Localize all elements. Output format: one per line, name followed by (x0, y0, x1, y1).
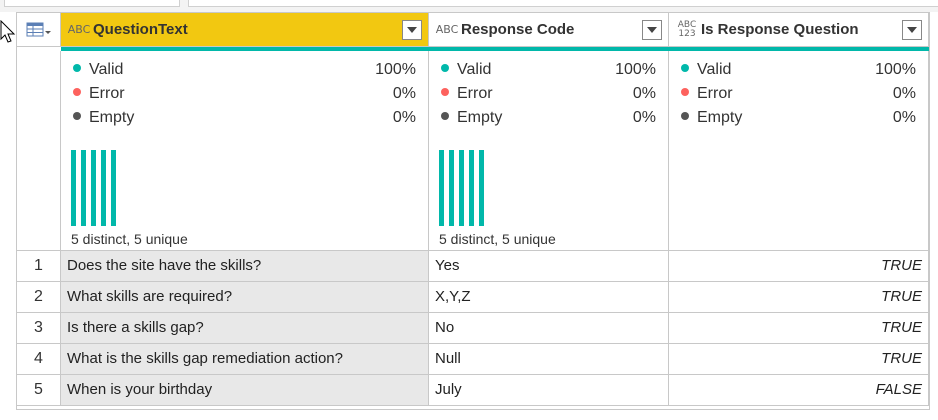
distinct-count: 5 distinct, 5 unique (71, 231, 188, 247)
table-row[interactable]: 4 What is the skills gap remediation act… (17, 344, 929, 375)
empty-dot-icon (681, 112, 689, 120)
valid-stat: Valid 100% (441, 61, 656, 83)
is-response-question-cell[interactable]: TRUE (669, 282, 929, 313)
chevron-down-icon (407, 26, 417, 33)
profile-row-header (17, 51, 61, 251)
mouse-cursor-icon (0, 20, 16, 43)
distribution-bar (469, 150, 474, 226)
response-code-cell[interactable]: July (429, 375, 669, 406)
row-number[interactable]: 3 (17, 313, 61, 344)
top-toolbar-strip (0, 0, 938, 12)
chevron-down-icon (647, 26, 657, 33)
response-code-cell[interactable]: Yes (429, 251, 669, 282)
table-row[interactable]: 3 Is there a skills gap? No TRUE (17, 313, 929, 344)
distribution-bar (479, 150, 484, 226)
is-response-question-cell[interactable]: TRUE (669, 313, 929, 344)
distribution-bar (449, 150, 454, 226)
distribution-bar (111, 150, 116, 226)
questiontext-cell[interactable]: What skills are required? (61, 282, 429, 313)
response-code-cell[interactable]: Null (429, 344, 669, 375)
empty-stat: Empty 0% (681, 109, 916, 131)
column-title: Response Code (461, 21, 575, 38)
questiontext-cell[interactable]: What is the skills gap remediation actio… (61, 344, 429, 375)
empty-stat: Empty 0% (441, 109, 656, 131)
column-filter-dropdown[interactable] (642, 19, 662, 40)
text-type-icon[interactable]: ABC (67, 23, 91, 36)
error-dot-icon (73, 88, 81, 96)
distribution-bar (101, 150, 106, 226)
error-stat: Error 0% (73, 85, 416, 107)
table-icon (26, 22, 51, 36)
table-row[interactable]: 2 What skills are required? X,Y,Z TRUE (17, 282, 929, 313)
is-response-question-cell[interactable]: TRUE (669, 251, 929, 282)
empty-stat: Empty 0% (73, 109, 416, 131)
valid-dot-icon (441, 64, 449, 72)
questiontext-cell[interactable]: Is there a skills gap? (61, 313, 429, 344)
error-dot-icon (441, 88, 449, 96)
column-header-questiontext[interactable]: ABC QuestionText (61, 13, 429, 47)
error-dot-icon (681, 88, 689, 96)
error-stat: Error 0% (441, 85, 656, 107)
valid-stat: Valid 100% (681, 61, 916, 83)
column-header-is-response-question[interactable]: ABC 123 Is Response Question (669, 13, 929, 47)
formula-bar[interactable] (188, 0, 938, 7)
response-code-cell[interactable]: No (429, 313, 669, 344)
is-response-question-cell[interactable]: TRUE (669, 344, 929, 375)
table-row[interactable]: 5 When is your birthday July FALSE (17, 375, 929, 406)
column-filter-dropdown[interactable] (402, 19, 422, 40)
column-quality-bar (61, 47, 929, 51)
any-type-icon[interactable]: ABC 123 (677, 19, 697, 39)
text-type-icon[interactable]: ABC (435, 23, 459, 36)
response-code-cell[interactable]: X,Y,Z (429, 282, 669, 313)
value-distribution-chart[interactable] (439, 150, 484, 226)
column-title: QuestionText (93, 21, 188, 38)
empty-dot-icon (441, 112, 449, 120)
valid-stat: Valid 100% (73, 61, 416, 83)
distribution-bar (439, 150, 444, 226)
distribution-bar (91, 150, 96, 226)
row-number[interactable]: 4 (17, 344, 61, 375)
table-menu-button[interactable] (17, 13, 61, 47)
empty-dot-icon (73, 112, 81, 120)
distribution-bar (71, 150, 76, 226)
row-number[interactable]: 1 (17, 251, 61, 282)
row-number[interactable]: 2 (17, 282, 61, 313)
valid-dot-icon (73, 64, 81, 72)
column-profile-response-code: Valid 100% Error 0% Empty 0% 5 distinct, 5 … (429, 51, 669, 251)
row-number[interactable]: 5 (17, 375, 61, 406)
table-row[interactable]: 1 Does the site have the skills? Yes TRU… (17, 251, 929, 282)
distribution-bar (81, 150, 86, 226)
questiontext-cell[interactable]: When is your birthday (61, 375, 429, 406)
data-grid: ABC QuestionText ABC Response Code ABC 1… (16, 12, 930, 410)
distinct-count: 5 distinct, 5 unique (439, 231, 556, 247)
chevron-down-icon (907, 26, 917, 33)
column-profile-is-response-question: Valid 100% Error 0% Empty 0% (669, 51, 929, 251)
is-response-question-cell[interactable]: FALSE (669, 375, 929, 406)
column-title: Is Response Question (701, 21, 859, 38)
column-header-response-code[interactable]: ABC Response Code (429, 13, 669, 47)
column-profile-questiontext: Valid 100% Error 0% Empty 0% 5 distinct, 5 … (61, 51, 429, 251)
value-distribution-chart[interactable] (71, 150, 116, 226)
column-filter-dropdown[interactable] (902, 19, 922, 40)
valid-dot-icon (681, 64, 689, 72)
name-box[interactable] (4, 0, 180, 7)
distribution-bar (459, 150, 464, 226)
error-stat: Error 0% (681, 85, 916, 107)
questiontext-cell[interactable]: Does the site have the skills? (61, 251, 429, 282)
